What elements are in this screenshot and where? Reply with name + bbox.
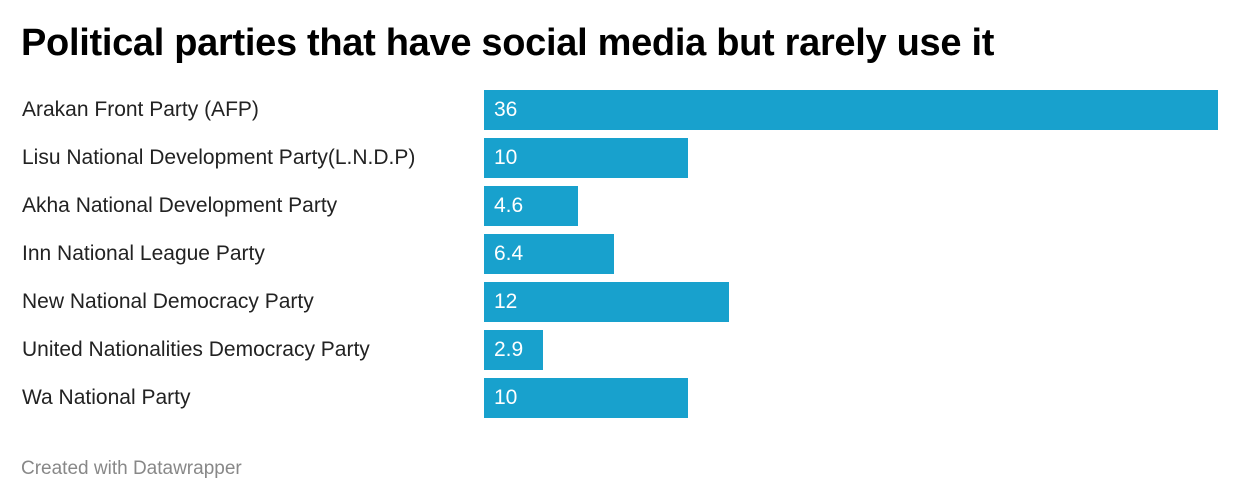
category-label: Inn National League Party xyxy=(22,242,265,265)
bar xyxy=(484,186,578,226)
bar xyxy=(484,234,615,274)
category-label: Arakan Front Party (AFP) xyxy=(22,98,259,121)
footer-credit: Created with Datawrapper xyxy=(21,458,242,479)
category-label: United Nationalities Democracy Party xyxy=(22,338,370,361)
value-label: 36 xyxy=(494,98,518,121)
category-label: New National Democracy Party xyxy=(22,290,314,313)
chart-title: Political parties that have social media… xyxy=(21,22,995,64)
value-label: 4.6 xyxy=(494,194,524,217)
value-label: 12 xyxy=(494,290,518,313)
value-label: 2.9 xyxy=(494,338,524,361)
bar xyxy=(484,378,688,418)
bar xyxy=(484,330,544,370)
category-label: Wa National Party xyxy=(22,386,191,409)
bar xyxy=(484,138,688,178)
value-label: 10 xyxy=(494,146,518,169)
category-label: Akha National Development Party xyxy=(22,194,338,217)
bar xyxy=(484,90,1218,130)
bar xyxy=(484,282,729,322)
value-label: 10 xyxy=(494,386,518,409)
value-label: 6.4 xyxy=(494,242,524,265)
category-label: Lisu National Development Party(L.N.D.P) xyxy=(22,146,416,169)
